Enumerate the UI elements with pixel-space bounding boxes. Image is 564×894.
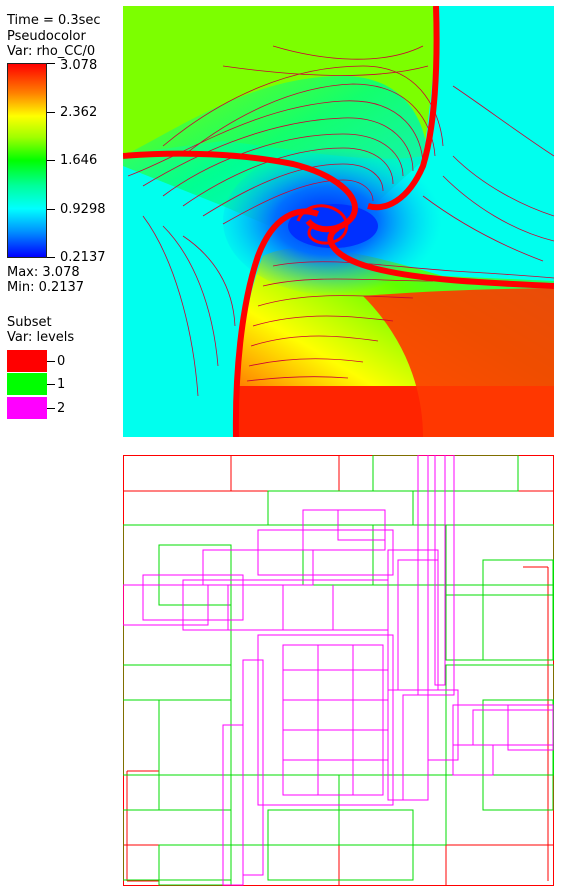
level-1-label: 1 xyxy=(57,377,66,392)
plot-type-label: Pseudocolor xyxy=(7,29,86,44)
amr-mesh-canvas xyxy=(123,455,554,886)
density-field-canvas xyxy=(123,6,554,437)
variable-label: Var: rho_CC/0 xyxy=(7,44,96,59)
level-tick xyxy=(47,384,55,385)
shock-fronts xyxy=(123,6,554,437)
level-2-mesh xyxy=(123,455,554,886)
colorbar-tick-label: 2.362 xyxy=(60,105,98,120)
level-2-swatch xyxy=(7,397,47,419)
colorbar-tick xyxy=(47,257,55,258)
level-tick xyxy=(47,408,55,409)
level-2-label: 2 xyxy=(57,401,66,416)
colorbar-tick xyxy=(47,112,55,113)
density-contours xyxy=(127,45,554,397)
colorbar-tick-label: 1.646 xyxy=(60,153,98,168)
level-1-swatch xyxy=(7,373,47,395)
level-0-swatch xyxy=(7,350,47,372)
level-tick xyxy=(47,361,55,362)
time-label: Time = 0.3sec xyxy=(7,13,101,28)
min-label: Min: 0.2137 xyxy=(7,280,85,295)
subset-variable-label: Var: levels xyxy=(7,330,75,345)
density-field-plot xyxy=(123,6,554,437)
colorbar-tick-label: 3.078 xyxy=(60,58,98,73)
colorbar-tick-label: 0.2137 xyxy=(60,250,106,265)
max-label: Max: 3.078 xyxy=(7,265,80,280)
subset-title: Subset xyxy=(7,315,52,330)
amr-mesh-plot xyxy=(123,455,554,886)
red-right-region xyxy=(363,288,554,437)
colorbar xyxy=(7,63,47,258)
colorbar-tick xyxy=(47,63,55,64)
level-1-mesh xyxy=(123,455,554,886)
level-0-label: 0 xyxy=(57,354,66,369)
colorbar-tick xyxy=(47,160,55,161)
colorbar-tick-label: 0.9298 xyxy=(60,202,106,217)
colorbar-tick xyxy=(47,209,55,210)
